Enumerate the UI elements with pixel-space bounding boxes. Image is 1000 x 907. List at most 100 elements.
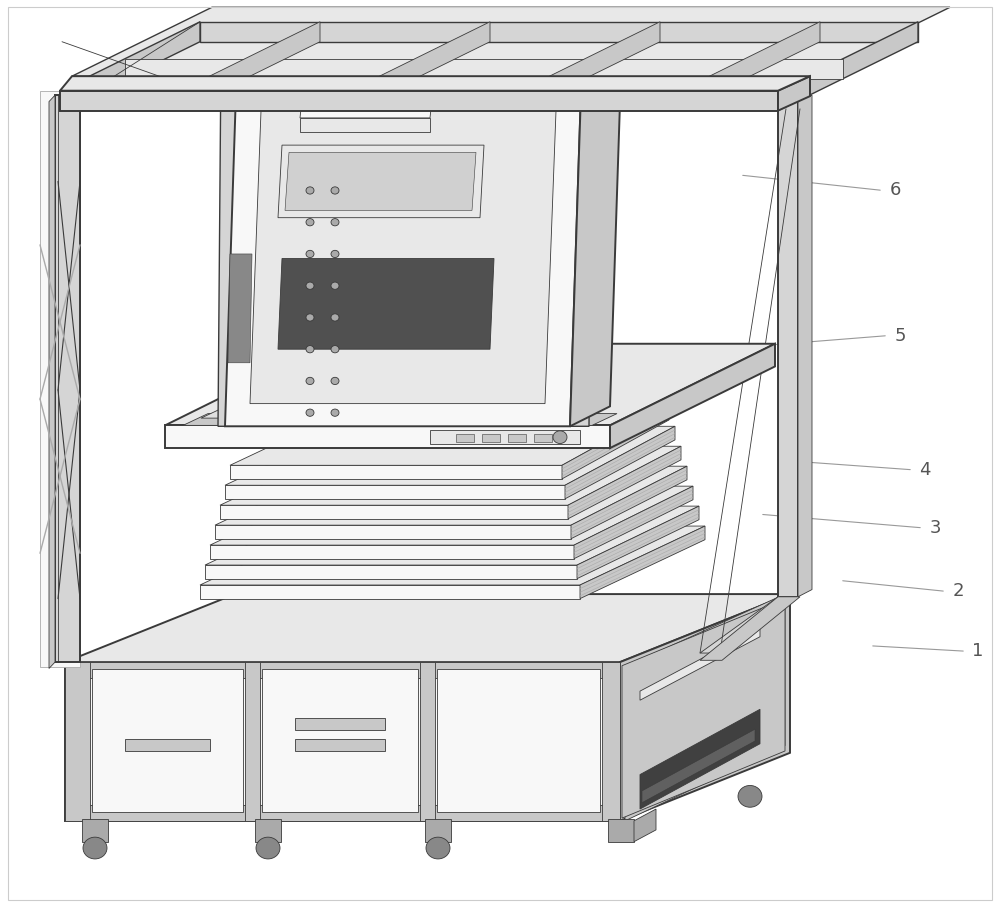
Polygon shape <box>571 466 687 539</box>
Polygon shape <box>205 565 577 579</box>
Circle shape <box>331 219 339 226</box>
Polygon shape <box>205 506 699 565</box>
Circle shape <box>331 282 339 289</box>
Polygon shape <box>295 718 385 730</box>
Circle shape <box>426 837 450 859</box>
Polygon shape <box>562 63 600 91</box>
Polygon shape <box>72 7 950 76</box>
Polygon shape <box>778 22 918 111</box>
Polygon shape <box>574 486 693 559</box>
Polygon shape <box>125 739 210 751</box>
Polygon shape <box>200 526 705 585</box>
Polygon shape <box>65 805 620 821</box>
Circle shape <box>83 837 107 859</box>
Polygon shape <box>183 414 617 425</box>
Polygon shape <box>300 73 435 118</box>
Polygon shape <box>225 485 565 499</box>
Text: 5: 5 <box>894 327 906 345</box>
Polygon shape <box>570 42 622 426</box>
Circle shape <box>331 187 339 194</box>
Polygon shape <box>215 466 687 525</box>
Polygon shape <box>580 526 705 599</box>
Polygon shape <box>568 446 681 519</box>
Polygon shape <box>60 76 810 91</box>
Polygon shape <box>620 594 790 821</box>
Polygon shape <box>201 406 599 418</box>
Polygon shape <box>778 100 798 597</box>
Polygon shape <box>220 446 681 505</box>
Circle shape <box>553 431 567 444</box>
Polygon shape <box>778 76 810 111</box>
Polygon shape <box>225 426 675 485</box>
Circle shape <box>306 377 314 385</box>
Polygon shape <box>430 430 580 444</box>
Polygon shape <box>125 59 843 79</box>
Polygon shape <box>218 56 245 426</box>
Text: 3: 3 <box>929 519 941 537</box>
Polygon shape <box>225 62 582 426</box>
Polygon shape <box>40 91 80 667</box>
Polygon shape <box>220 505 568 519</box>
Polygon shape <box>65 594 790 662</box>
Circle shape <box>306 250 314 258</box>
Circle shape <box>306 187 314 194</box>
Polygon shape <box>700 597 800 660</box>
Polygon shape <box>245 662 260 821</box>
Polygon shape <box>558 50 603 71</box>
Polygon shape <box>798 95 812 597</box>
Circle shape <box>738 785 762 807</box>
Polygon shape <box>213 63 252 91</box>
Polygon shape <box>200 585 580 599</box>
Polygon shape <box>60 22 200 111</box>
Polygon shape <box>82 819 108 842</box>
Polygon shape <box>49 95 55 668</box>
Polygon shape <box>230 465 562 479</box>
Polygon shape <box>608 819 634 842</box>
Polygon shape <box>634 809 656 842</box>
Circle shape <box>306 282 314 289</box>
Polygon shape <box>165 344 775 425</box>
Polygon shape <box>255 819 281 842</box>
Polygon shape <box>425 819 451 842</box>
Polygon shape <box>700 597 798 653</box>
Polygon shape <box>230 406 669 465</box>
Polygon shape <box>215 525 571 539</box>
Circle shape <box>331 346 339 353</box>
Polygon shape <box>565 56 592 426</box>
Polygon shape <box>65 662 90 821</box>
Polygon shape <box>610 344 775 448</box>
Polygon shape <box>350 22 490 111</box>
Polygon shape <box>562 406 669 479</box>
Polygon shape <box>680 22 820 111</box>
Circle shape <box>331 250 339 258</box>
Polygon shape <box>228 254 252 363</box>
Polygon shape <box>210 486 693 545</box>
Polygon shape <box>60 91 778 111</box>
Text: 4: 4 <box>919 461 931 479</box>
Polygon shape <box>180 22 320 111</box>
Polygon shape <box>278 145 484 218</box>
Polygon shape <box>640 709 760 809</box>
Circle shape <box>331 409 339 416</box>
Polygon shape <box>508 434 526 442</box>
Polygon shape <box>534 434 552 442</box>
Circle shape <box>331 314 339 321</box>
Text: 1: 1 <box>972 642 984 660</box>
Polygon shape <box>640 628 760 700</box>
Polygon shape <box>300 118 430 132</box>
Polygon shape <box>208 50 258 71</box>
Polygon shape <box>278 258 494 349</box>
Polygon shape <box>210 545 574 559</box>
Polygon shape <box>65 662 620 821</box>
Polygon shape <box>262 669 418 812</box>
Polygon shape <box>165 425 610 448</box>
Text: 2: 2 <box>952 582 964 600</box>
Circle shape <box>256 837 280 859</box>
Polygon shape <box>295 739 385 751</box>
Polygon shape <box>250 84 557 404</box>
Polygon shape <box>92 669 243 812</box>
Polygon shape <box>577 506 699 579</box>
Polygon shape <box>55 95 80 662</box>
Polygon shape <box>520 22 660 111</box>
Polygon shape <box>65 662 620 678</box>
